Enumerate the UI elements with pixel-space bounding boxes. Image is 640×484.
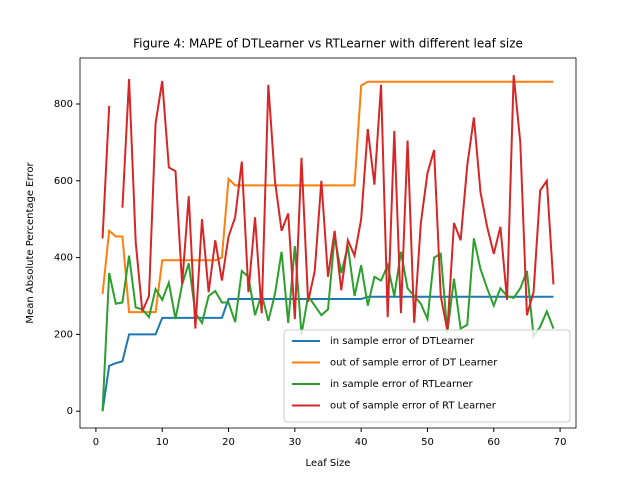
chart-title: Figure 4: MAPE of DTLearner vs RTLearner… bbox=[133, 37, 523, 51]
x-tick-label: 70 bbox=[554, 437, 567, 448]
series-line bbox=[101, 236, 555, 412]
plot-frame bbox=[79, 57, 577, 429]
x-axis-label: Leaf Size bbox=[306, 458, 351, 469]
y-axis-label: Mean Absolute Percentage Error bbox=[25, 162, 36, 324]
series-line bbox=[101, 75, 555, 331]
y-tick-label: 0 bbox=[67, 406, 73, 417]
legend-label: out of sample error of RT Learner bbox=[330, 401, 497, 412]
x-tick-label: 40 bbox=[355, 437, 368, 448]
y-tick-label: 200 bbox=[54, 329, 73, 340]
legend-box bbox=[283, 329, 571, 423]
legend-label: in sample error of DTLearner bbox=[330, 336, 475, 347]
y-tick-label: 400 bbox=[54, 253, 73, 264]
series-line bbox=[101, 80, 554, 314]
y-tick-label: 600 bbox=[54, 176, 73, 187]
y-tick-label: 800 bbox=[54, 99, 73, 110]
x-tick-label: 10 bbox=[156, 437, 169, 448]
x-tick-label: 50 bbox=[421, 437, 434, 448]
x-tick-label: 20 bbox=[222, 437, 235, 448]
legend-label: in sample error of RTLearner bbox=[330, 379, 473, 390]
x-tick-label: 0 bbox=[93, 437, 99, 448]
x-tick-label: 60 bbox=[487, 437, 500, 448]
x-tick-label: 30 bbox=[288, 437, 301, 448]
legend-label: out of sample error of DT Learner bbox=[330, 358, 498, 369]
